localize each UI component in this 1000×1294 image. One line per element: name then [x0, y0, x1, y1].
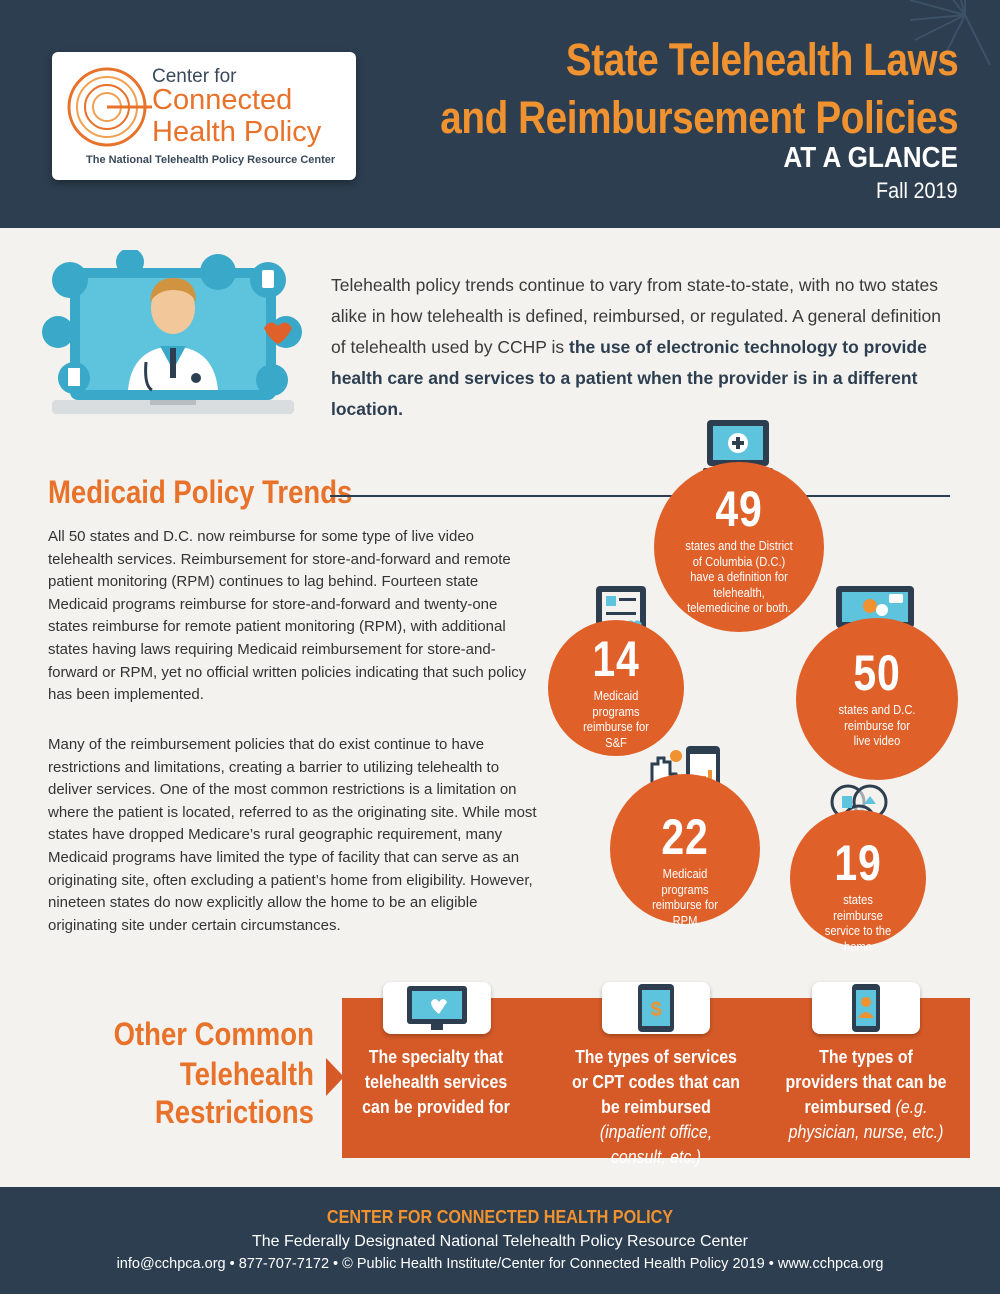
restrictions-arrow: [326, 1058, 344, 1096]
cchp-logo: Center for Connected Health Policy The N…: [52, 52, 356, 180]
specialty-tab: [383, 982, 491, 1034]
logo-line-1: Center for: [152, 66, 237, 87]
stat-number: 22: [661, 809, 709, 865]
restriction-providers: The types of providers that can be reimb…: [782, 1044, 951, 1144]
doctor-laptop-illustration: [42, 250, 302, 414]
restriction-text: The types of providers that can be reimb…: [785, 1046, 947, 1117]
logo-line-2: Connected: [152, 84, 293, 116]
stat-circle-store-and-forward: 14 Medicaid programs reimburse for S&F: [548, 620, 684, 756]
page-title-line-1: State Telehealth Laws: [565, 34, 959, 85]
section-divider: [330, 495, 950, 497]
intro-text: Telehealth policy trends continue to var…: [331, 275, 941, 357]
restrictions-title-line-3: Restrictions: [154, 1094, 314, 1130]
stat-caption: Medicaid programs reimburse for S&F: [583, 688, 649, 750]
restriction-examples: (inpatient office, consult, etc.): [599, 1121, 713, 1167]
monitor-video-chat-icon: [836, 586, 914, 636]
restriction-examples: (e.g. physician, nurse, etc.): [788, 1096, 944, 1142]
stat-number: 19: [834, 835, 882, 891]
restriction-services: The types of services or CPT codes that …: [572, 1044, 741, 1169]
logo-line-3: Health Policy: [152, 116, 322, 148]
restriction-specialty: The specialty that telehealth services c…: [352, 1044, 521, 1119]
medicaid-paragraph-1: All 50 states and D.C. now reimburse for…: [48, 528, 527, 704]
restriction-text: The types of services or CPT codes that …: [572, 1046, 740, 1117]
footer-org-name: CENTER FOR CONNECTED HEALTH POLICY: [326, 1207, 674, 1227]
providers-tab: [812, 982, 920, 1034]
logo-tagline: The National Telehealth Policy Resource …: [86, 154, 336, 166]
services-tab: $: [602, 982, 710, 1034]
sunburst-decoration: [910, 0, 991, 66]
stat-caption: states and the District of Columbia (D.C…: [685, 538, 793, 615]
tablet-dollar-icon: $: [638, 984, 674, 1032]
stat-caption: states and D.C. reimburse for live video: [838, 702, 916, 748]
stat-circle-remote-patient-monitoring: 22 Medicaid programs reimburse for RPM: [610, 774, 760, 928]
footer-description: The Federally Designated National Telehe…: [252, 1233, 748, 1250]
stat-number: 50: [853, 645, 901, 701]
intro-definition: the use of electronic technology to prov…: [331, 337, 927, 419]
stat-caption: Medicaid programs reimburse for RPM: [652, 866, 718, 928]
restrictions-title-line-2: Telehealth: [179, 1056, 314, 1092]
medicaid-section-title: Medicaid Policy Trends: [48, 474, 353, 510]
stat-caption: states reimburse service to the home: [824, 892, 892, 954]
page-footer: CENTER FOR CONNECTED HEALTH POLICY The F…: [0, 1187, 1000, 1294]
stat-circle-home-service: 19 states reimburse service to the home: [790, 810, 926, 954]
stat-circle-definition: 49 states and the District of Columbia (…: [654, 462, 824, 632]
restrictions-title-line-1: Other Common: [113, 1016, 314, 1052]
stat-number: 49: [715, 481, 763, 537]
logo-swirl-icon: [67, 67, 152, 147]
svg-text:$: $: [650, 999, 661, 1021]
stat-circle-live-video: 50 states and D.C. reimburse for live vi…: [796, 618, 958, 780]
page-header: Center for Connected Health Policy The N…: [0, 0, 1000, 228]
page-title-line-2: and Reimbursement Policies: [440, 92, 958, 143]
intro-paragraph: Telehealth policy trends continue to var…: [331, 270, 951, 425]
stat-number: 14: [592, 631, 640, 687]
publication-season: Fall 2019: [876, 178, 958, 203]
page-subtitle: AT A GLANCE: [783, 142, 958, 174]
phone-provider-icon: [852, 984, 880, 1032]
footer-contact: info@cchpca.org • 877-707-7172 • © Publi…: [116, 1256, 884, 1272]
medicaid-paragraph-2: Many of the reimbursement policies that …: [48, 736, 537, 934]
monitor-heart-icon: [407, 986, 467, 1030]
restriction-text: The specialty that telehealth services c…: [362, 1046, 510, 1117]
